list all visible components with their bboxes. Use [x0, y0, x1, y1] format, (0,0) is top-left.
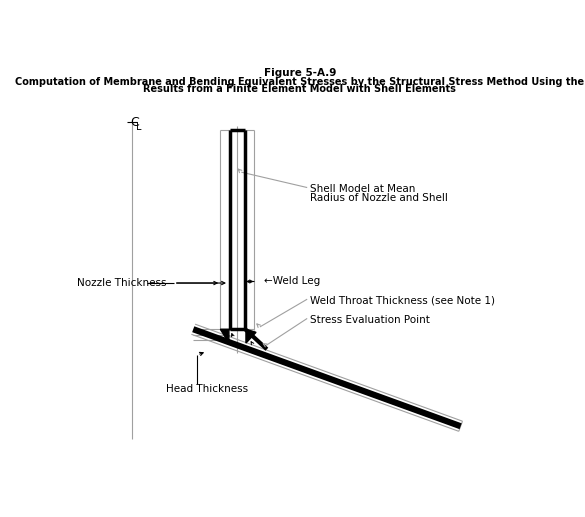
Polygon shape [246, 329, 256, 343]
Text: ←Weld Leg: ←Weld Leg [264, 277, 320, 286]
Text: Nozzle Thickness: Nozzle Thickness [77, 278, 167, 288]
Text: $\mathsf{C}$: $\mathsf{C}$ [130, 116, 140, 129]
Text: $\mathsf{L}$: $\mathsf{L}$ [135, 120, 143, 132]
Text: Results from a Finite Element Model with Shell Elements: Results from a Finite Element Model with… [143, 84, 456, 95]
Text: Computation of Membrane and Bending Equivalent Stresses by the Structural Stress: Computation of Membrane and Bending Equi… [15, 77, 584, 87]
Polygon shape [221, 329, 229, 343]
Text: Weld Throat Thickness (see Note 1): Weld Throat Thickness (see Note 1) [309, 295, 494, 306]
Text: Radius of Nozzle and Shell: Radius of Nozzle and Shell [309, 193, 448, 203]
Text: Figure 5-A.9: Figure 5-A.9 [264, 68, 336, 78]
Text: Shell Model at Mean: Shell Model at Mean [309, 184, 415, 194]
Text: Stress Evaluation Point: Stress Evaluation Point [309, 315, 429, 325]
Text: Head Thickness: Head Thickness [166, 384, 248, 394]
